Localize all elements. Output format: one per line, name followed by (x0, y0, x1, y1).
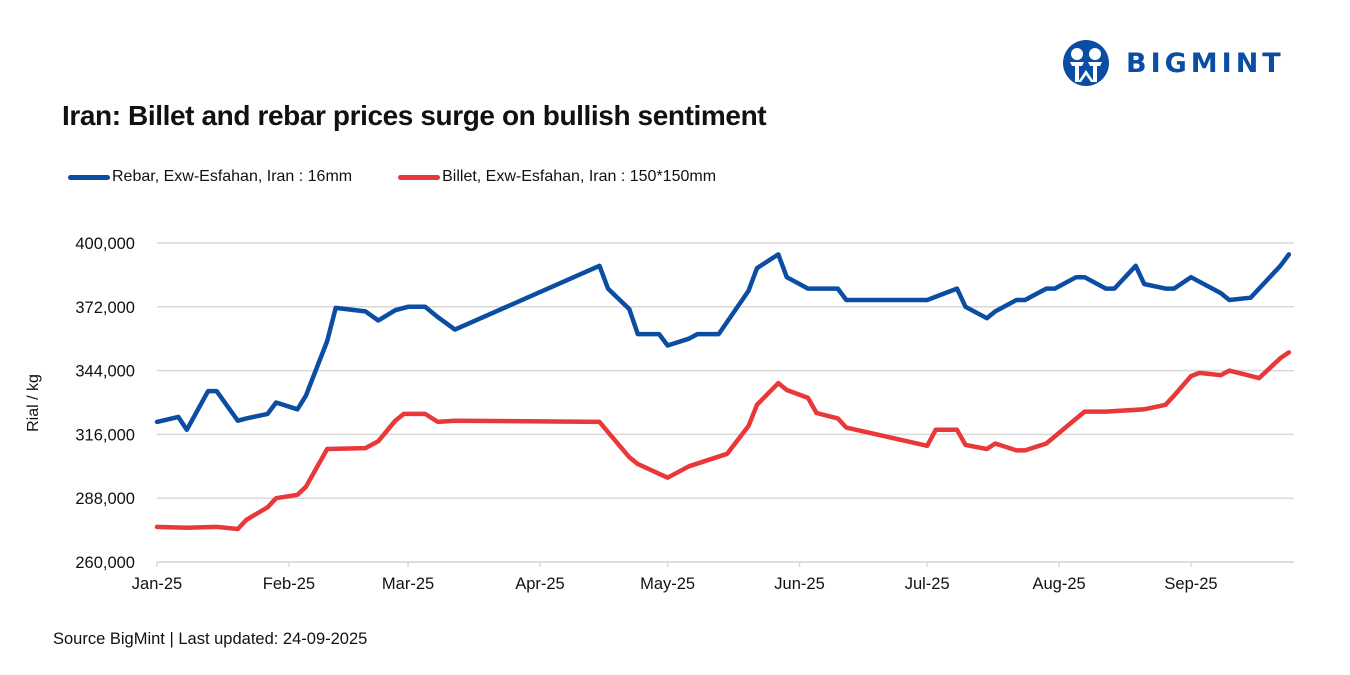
legend-label-billet: Billet, Exw-Esfahan, Iran : 150*150mm (442, 168, 717, 185)
y-tick-label: 260,000 (75, 554, 135, 572)
x-tick-label: Jun-25 (774, 575, 824, 593)
series-line-billet (154, 350, 1292, 532)
legend-label-rebar: Rebar, Exw-Esfahan, Iran : 16mm (112, 168, 353, 185)
chart-title: Iran: Billet and rebar prices surge on b… (62, 100, 767, 131)
brand-logo: BIGMINT (1060, 40, 1285, 86)
legend-swatch-billet (398, 174, 441, 180)
legend-item-billet: Billet, Exw-Esfahan, Iran : 150*150mm (398, 168, 716, 186)
x-tick-label: Sep-25 (1164, 575, 1217, 593)
series-line-rebar (154, 252, 1292, 433)
x-tick-label: Feb-25 (263, 575, 315, 593)
legend-item-rebar: Rebar, Exw-Esfahan, Iran : 16mm (68, 168, 352, 186)
x-tick-label: Mar-25 (382, 575, 434, 593)
brand-name: BIGMINT (1126, 47, 1285, 79)
chart-legend: Rebar, Exw-Esfahan, Iran : 16mm Billet, … (68, 168, 762, 186)
y-axis-ticks: 260,000 288,000 316,000 344,000 372,000 400,0… (75, 235, 135, 572)
x-axis: Jan-25 Feb-25 Mar-25 Apr-25 May-25 Jun-25 Jul-… (132, 561, 1294, 593)
gridlines (157, 242, 1294, 563)
x-tick-label: Jul-25 (905, 575, 950, 593)
series-lines (154, 252, 1292, 532)
y-tick-label: 400,000 (75, 235, 135, 253)
y-tick-label: 288,000 (75, 490, 135, 508)
source-footer: Source BigMint | Last updated: 24-09-202… (53, 630, 368, 648)
x-tick-label: Jan-25 (132, 575, 182, 593)
x-tick-label: May-25 (640, 575, 695, 593)
y-tick-label: 316,000 (75, 426, 135, 444)
x-tick-label: Aug-25 (1032, 575, 1085, 593)
x-tick-label: Apr-25 (515, 575, 565, 593)
y-tick-label: 372,000 (75, 299, 135, 317)
bigmint-people-icon (1063, 40, 1109, 86)
y-tick-label: 344,000 (75, 363, 135, 381)
y-axis-label: Rial / kg (25, 374, 42, 432)
legend-swatch-rebar (68, 174, 110, 180)
